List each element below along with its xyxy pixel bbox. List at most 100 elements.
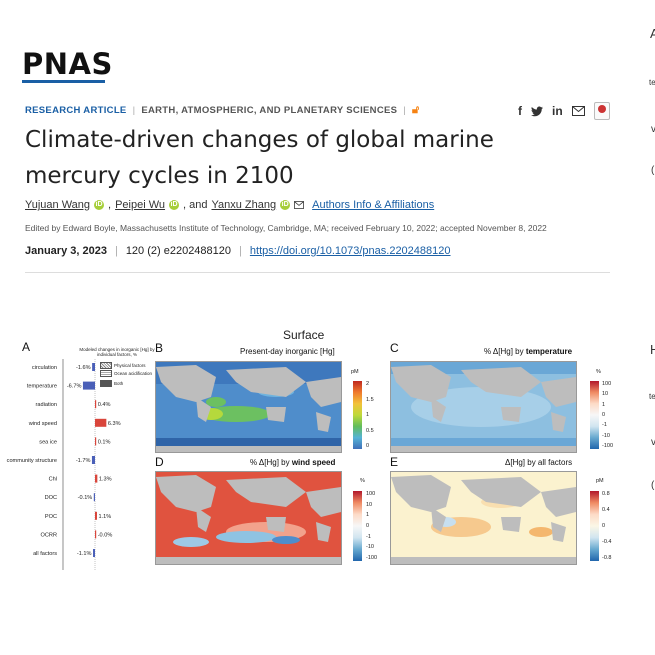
panel-letter: D — [155, 455, 164, 469]
tick-label: -100 — [602, 442, 614, 449]
right-fragment: ( — [651, 480, 655, 491]
bar — [93, 549, 95, 557]
bar — [95, 437, 97, 446]
factor-label: community structure — [7, 458, 57, 464]
right-fragment: v — [651, 437, 655, 448]
right-fragment: H — [650, 342, 655, 357]
author-link[interactable]: Yanxu Zhang — [211, 199, 277, 211]
right-fragment: v — [651, 124, 655, 135]
tick-label: 100 — [366, 491, 376, 497]
colorbar-ticks: 100 10 1 0 -1 -10 -100 — [366, 491, 377, 561]
right-fragment: te — [649, 78, 655, 87]
title-bold: temperature — [525, 347, 573, 356]
edited-by: Edited by Edward Boyle, Massachusetts In… — [25, 223, 547, 233]
legend-label: Ocean acidification — [114, 370, 153, 376]
figure[interactable]: A Modeled changes in inorganic [Hg] by i… — [0, 325, 620, 575]
title-prefix: % Δ[Hg] by — [484, 347, 526, 356]
bar — [95, 530, 97, 539]
publication-date: January 3, 2023 — [25, 245, 107, 257]
panel-letter: E — [390, 455, 399, 469]
crossmark-icon[interactable] — [593, 102, 610, 120]
bar — [95, 418, 107, 427]
map-temperature-change — [390, 361, 577, 453]
panel-a-header: Modeled changes in inorganic [Hg] by ind… — [79, 347, 155, 357]
colorbar-unit: pM — [351, 369, 359, 375]
value-label: 0.4% — [98, 402, 111, 408]
value-label: -1.7% — [76, 458, 91, 464]
email-icon[interactable] — [294, 201, 305, 209]
map-wind-speed-change — [155, 471, 342, 565]
tick-label: 0 — [602, 411, 606, 418]
tick-label: 0.4 — [602, 507, 610, 513]
divider: | — [114, 245, 118, 257]
value-label: 0.1% — [98, 439, 111, 445]
bar — [92, 363, 95, 371]
tick-label: -0.4 — [602, 539, 612, 545]
colorbar-d — [353, 491, 362, 561]
twitter-icon[interactable] — [531, 106, 543, 117]
map-present-day-hg — [155, 361, 342, 453]
value-label: -0.0% — [98, 532, 113, 538]
factor-bar-chart: circulation -1.6% temperature -6.7% radiatio… — [7, 359, 121, 570]
bar — [95, 511, 97, 520]
tick-label: 10 — [366, 501, 373, 508]
tick-label: 0 — [602, 523, 606, 529]
bar — [95, 474, 98, 483]
tick-label: 0 — [366, 522, 370, 529]
colorbar-ticks: 2 1.5 1 0.5 0 — [366, 381, 374, 449]
doi-link[interactable]: https://doi.org/10.1073/pnas.2202488120 — [249, 245, 451, 257]
factor-label: DOC — [45, 495, 57, 501]
share-bar: f in — [518, 102, 610, 120]
publication-info: January 3, 2023 | 120 (2) e2202488120 | … — [25, 245, 451, 257]
colorbar-unit: % — [596, 369, 601, 375]
right-fragment: ( — [651, 165, 655, 176]
legend-label: Physical factors — [114, 362, 146, 368]
panel-letter: B — [155, 341, 164, 355]
colorbar-ticks: 100 10 1 0 -1 -10 -100 — [602, 381, 613, 449]
tick-label: 0 — [366, 443, 370, 449]
pnas-logo[interactable]: PNAS — [22, 47, 113, 81]
affiliations-link[interactable]: Authors Info & Affiliations — [312, 199, 435, 211]
article-meta: RESEARCH ARTICLE | EARTH, ATMOSPHERIC, A… — [25, 104, 419, 117]
tick-label: 0.5 — [366, 427, 374, 434]
factor-label: circulation — [32, 365, 57, 371]
value-label: -6.7% — [67, 384, 82, 390]
author-link[interactable]: Peipei Wu — [115, 199, 166, 211]
article-type[interactable]: RESEARCH ARTICLE — [25, 105, 127, 116]
factor-label: POC — [45, 514, 57, 520]
tick-label: 1 — [366, 412, 370, 418]
article-subject[interactable]: EARTH, ATMOSPHERIC, AND PLANETARY SCIENC… — [141, 105, 398, 116]
bar — [95, 400, 97, 409]
author-join: , and — [183, 199, 208, 211]
tick-label: 0.8 — [602, 491, 610, 497]
tick-label: 2 — [366, 381, 370, 387]
colorbar-ticks: 0.8 0.4 0 -0.4 -0.8 — [602, 491, 611, 561]
panel-e-title: Δ[Hg] by all factors — [505, 458, 573, 467]
colorbar-e — [590, 491, 599, 561]
bar — [91, 456, 95, 464]
factor-label: Chl — [49, 477, 57, 483]
tick-label: 100 — [602, 381, 612, 387]
facebook-icon[interactable]: f — [518, 104, 522, 118]
divider: | — [403, 105, 407, 116]
panel-letter: C — [390, 341, 399, 355]
divider: | — [239, 245, 242, 257]
linkedin-icon[interactable]: in — [552, 104, 563, 118]
email-icon[interactable] — [571, 106, 585, 116]
tick-label: -1 — [366, 533, 371, 540]
factor-label: radiation — [36, 402, 57, 408]
orcid-icon[interactable]: iD — [280, 200, 291, 210]
right-fragment: A — [650, 26, 655, 41]
factor-label: wind speed — [28, 421, 57, 427]
author-link[interactable]: Yujuan Wang — [25, 199, 91, 211]
volume-issue: 120 (2) e2202488120 — [125, 245, 232, 257]
panel-letter: A — [22, 340, 31, 354]
tick-label: -1 — [602, 422, 607, 429]
map-all-factors-change — [390, 471, 577, 565]
tick-label: 1 — [366, 512, 370, 519]
bar — [93, 493, 95, 502]
orcid-icon[interactable]: iD — [169, 200, 180, 210]
author-list: Yujuan Wang iD , Peipei Wu iD , and Yanx… — [25, 199, 434, 211]
orcid-icon[interactable]: iD — [94, 200, 105, 210]
divider: | — [132, 105, 136, 116]
